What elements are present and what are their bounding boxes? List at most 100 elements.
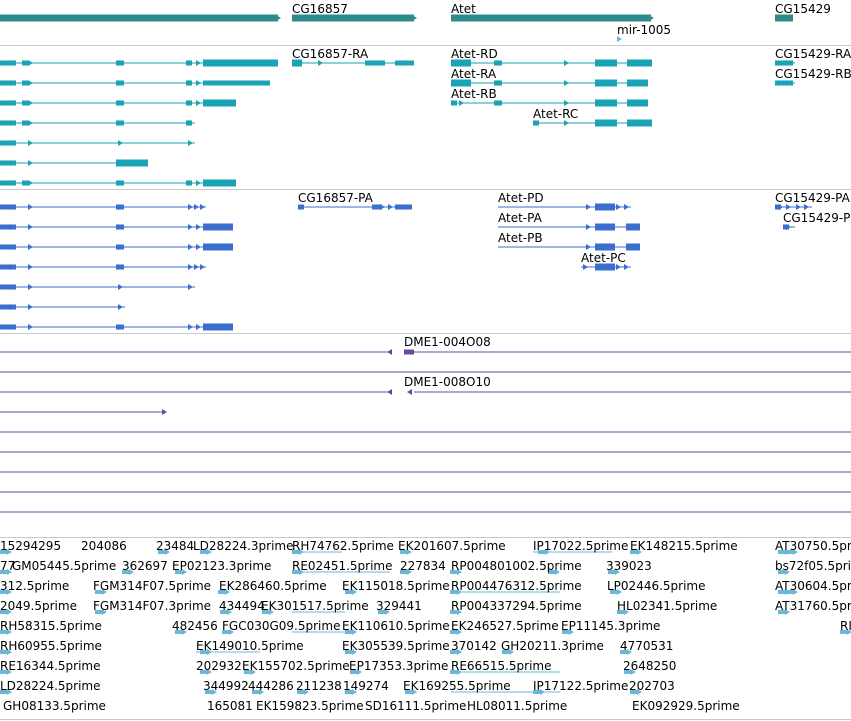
probe-arrow[interactable]	[407, 389, 412, 395]
transcript-exon[interactable]	[292, 59, 302, 67]
protein-arrow[interactable]	[188, 244, 193, 250]
protein-arrow[interactable]	[28, 204, 33, 210]
transcript-exon[interactable]	[627, 99, 648, 107]
protein-arrow[interactable]	[28, 304, 33, 310]
est-bar[interactable]	[0, 690, 8, 694]
est-bar[interactable]	[220, 610, 228, 614]
transcript-exon[interactable]	[627, 59, 652, 67]
gene-arrow[interactable]	[412, 15, 417, 21]
est-arrow[interactable]	[615, 569, 620, 575]
est-bar[interactable]	[200, 550, 208, 554]
gene-label[interactable]: Atet	[451, 2, 476, 16]
protein-arrow[interactable]	[200, 204, 205, 210]
gene-bar[interactable]	[292, 14, 414, 22]
est-label[interactable]: RH60955.5prime	[0, 639, 102, 653]
est-bar[interactable]	[0, 670, 8, 674]
protein-arrow[interactable]	[10, 244, 15, 250]
est-arrow[interactable]	[627, 649, 632, 655]
est-bar[interactable]	[624, 670, 632, 674]
transcript-arrow[interactable]	[118, 80, 123, 86]
est-label[interactable]: EK115018.5prime	[342, 579, 450, 593]
est-arrow[interactable]	[7, 669, 12, 675]
est-label[interactable]: EK201607.5prime	[398, 539, 506, 553]
transcript-exon[interactable]	[22, 100, 28, 106]
protein-arrow[interactable]	[118, 304, 123, 310]
est-label[interactable]: 2648250	[623, 659, 677, 673]
est-bar[interactable]	[620, 650, 628, 654]
protein-label[interactable]: Atet-PA	[498, 211, 542, 225]
protein-label[interactable]: Atet-PC	[581, 251, 626, 265]
est-label[interactable]: EK148215.5prime	[630, 539, 738, 553]
transcript-arrow[interactable]	[10, 180, 15, 186]
est-label[interactable]: RE66515.5prime	[451, 659, 552, 673]
protein-arrow[interactable]	[796, 204, 801, 210]
protein-arrow[interactable]	[583, 264, 588, 270]
transcript-arrow[interactable]	[188, 120, 193, 126]
transcript-arrow[interactable]	[372, 60, 377, 66]
est-bar[interactable]	[610, 590, 618, 594]
est-bar[interactable]	[778, 610, 786, 614]
protein-arrow[interactable]	[196, 244, 201, 250]
est-label[interactable]: GH08133.5prime	[3, 699, 106, 713]
transcript-arrow[interactable]	[188, 140, 193, 146]
est-bar[interactable]	[778, 590, 786, 594]
est-label[interactable]: EK169255.5prime	[403, 679, 511, 693]
transcript-arrow[interactable]	[188, 60, 193, 66]
est-arrow[interactable]	[269, 609, 274, 615]
est-bar[interactable]	[786, 550, 794, 554]
est-label[interactable]: RP004801002.5prime	[451, 559, 582, 573]
est-bar[interactable]	[345, 690, 353, 694]
est-bar[interactable]	[95, 610, 103, 614]
est-bar[interactable]	[0, 650, 8, 654]
est-label[interactable]: 434494	[219, 599, 265, 613]
protein-label[interactable]: CG16857-PA	[298, 191, 373, 205]
est-label[interactable]: HL02341.5prime	[617, 599, 718, 613]
est-bar[interactable]	[122, 570, 130, 574]
est-arrow[interactable]	[509, 649, 514, 655]
transcript-arrow[interactable]	[10, 140, 15, 146]
transcript-exon[interactable]	[203, 179, 236, 187]
protein-arrow[interactable]	[28, 324, 33, 330]
est-label[interactable]: EP02123.3prime	[172, 559, 272, 573]
transcript-arrow[interactable]	[188, 180, 193, 186]
protein-arrow[interactable]	[624, 264, 629, 270]
protein-arrow[interactable]	[188, 224, 193, 230]
protein-exon[interactable]	[203, 243, 233, 251]
est-arrow[interactable]	[102, 609, 107, 615]
protein-arrow[interactable]	[388, 204, 393, 210]
est-arrow[interactable]	[847, 629, 851, 635]
protein-arrow[interactable]	[616, 264, 621, 270]
transcript-arrow[interactable]	[459, 100, 464, 106]
est-label[interactable]: EK110610.5prime	[342, 619, 450, 633]
est-bar[interactable]	[175, 630, 183, 634]
transcript-exon[interactable]	[22, 60, 28, 66]
protein-exon[interactable]	[298, 204, 304, 210]
transcript-arrow[interactable]	[196, 100, 201, 106]
protein-label[interactable]: Atet-PD	[498, 191, 544, 205]
transcript-arrow[interactable]	[564, 120, 569, 126]
est-arrow[interactable]	[207, 669, 212, 675]
est-label[interactable]: SD16111.5prime	[365, 699, 467, 713]
est-bar[interactable]	[175, 570, 183, 574]
protein-arrow[interactable]	[778, 204, 783, 210]
est-label[interactable]: 149274	[343, 679, 389, 693]
transcript-exon[interactable]	[22, 80, 28, 86]
est-arrow[interactable]	[457, 629, 462, 635]
protein-arrow[interactable]	[188, 324, 193, 330]
est-bar[interactable]	[158, 550, 166, 554]
probe-arrow[interactable]	[387, 349, 392, 355]
est-label[interactable]: EK305539.5prime	[342, 639, 450, 653]
est-bar[interactable]	[450, 610, 458, 614]
transcript-arrow[interactable]	[786, 60, 791, 66]
protein-arrow[interactable]	[188, 264, 193, 270]
transcript-arrow[interactable]	[778, 80, 783, 86]
est-bar[interactable]	[840, 630, 848, 634]
protein-arrow[interactable]	[586, 204, 591, 210]
est-arrow[interactable]	[352, 649, 357, 655]
est-bar[interactable]	[450, 570, 458, 574]
protein-arrow[interactable]	[624, 204, 629, 210]
est-arrow[interactable]	[785, 609, 790, 615]
est-bar[interactable]	[345, 650, 353, 654]
est-bar[interactable]	[630, 690, 638, 694]
